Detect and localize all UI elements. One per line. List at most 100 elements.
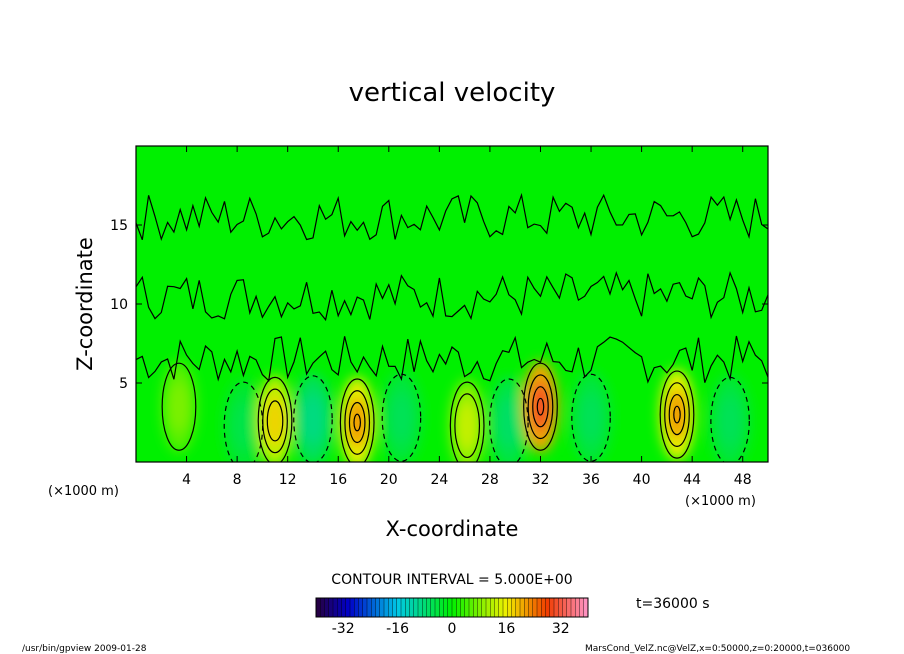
time-label: t=36000 s [636, 596, 710, 612]
colorbar-swatch-59 [566, 598, 572, 617]
colorbar-tick-label-0: 0 [448, 621, 457, 637]
colorbar-swatch-41 [490, 598, 495, 617]
colorbar-swatch-31 [447, 598, 453, 617]
x-tick-label-28: 28 [481, 472, 499, 488]
colorbar-swatch-55 [549, 598, 555, 617]
colorbar-swatch-11 [362, 598, 368, 617]
velocity-cell-core-6 [390, 392, 413, 443]
velocity-cell-core-7 [457, 400, 477, 451]
x-tick-label-32: 32 [532, 472, 550, 488]
contour-1-1 [161, 362, 197, 451]
colorbar-swatch-14 [375, 598, 381, 617]
colorbar-swatch-25 [422, 598, 427, 617]
contour-10-1 [571, 373, 611, 462]
colorbar-swatch-35 [464, 598, 470, 617]
colorbar-swatch-7 [345, 598, 351, 617]
x-tick-label-12: 12 [279, 472, 297, 488]
velocity-cell-core-5 [347, 397, 367, 448]
colorbar-swatch-0 [316, 598, 321, 617]
colorbar-swatch-58 [562, 598, 568, 617]
colorbar-swatch-63 [583, 598, 589, 617]
velocity-cell-core-3 [265, 395, 285, 447]
colorbar-swatch-2 [324, 598, 330, 617]
contour-3-1 [257, 376, 293, 462]
colorbar-swatch-47 [515, 598, 521, 617]
colorbar-swatch-23 [413, 598, 419, 617]
colorbar-swatch-13 [371, 598, 376, 617]
contour-11-3 [668, 393, 686, 436]
contour-7-2 [454, 393, 481, 459]
colorbar-swatch-28 [435, 598, 440, 617]
colorbar-swatch-40 [486, 598, 491, 617]
x-tick-label-24: 24 [430, 472, 448, 488]
contour-11-2 [664, 382, 690, 447]
contour-9-3 [532, 386, 549, 428]
chart-title: vertical velocity [349, 78, 556, 108]
velocity-cell-core-8 [497, 397, 521, 448]
colorbar-swatch-43 [498, 598, 504, 617]
colorbar-swatch-29 [439, 598, 444, 617]
x-unit-label-right: (×1000 m) [685, 494, 756, 509]
colorbar-ticks: -32 -16 0 16 32 [332, 621, 570, 637]
x-tick-label-36: 36 [582, 472, 600, 488]
colorbar-swatch-33 [456, 598, 461, 617]
x-tick-label-16: 16 [329, 472, 347, 488]
colorbar-swatch-62 [579, 598, 585, 617]
contour-5-3 [348, 401, 366, 444]
x-axis-label: X-coordinate [386, 517, 519, 541]
colorbar-swatch-45 [507, 598, 512, 617]
contour-5-1 [339, 378, 375, 462]
colorbar-swatch-61 [575, 598, 580, 617]
colorbar-swatch-6 [341, 598, 347, 617]
contour-8-1 [489, 378, 529, 462]
velocity-cell-core-9 [530, 381, 551, 432]
colorbar-swatch-9 [354, 598, 359, 617]
x-tick-label-8: 8 [233, 472, 242, 488]
colorbar-swatch-20 [401, 598, 406, 617]
colorbar-swatch-38 [477, 598, 483, 617]
x-axis: 4 8 12 16 20 24 28 32 36 40 44 48 [182, 146, 752, 488]
contour-7-1 [449, 381, 485, 462]
velocity-cell-core-10 [579, 392, 603, 443]
colorbar-swatch-49 [524, 598, 529, 617]
x-tick-label-20: 20 [380, 472, 398, 488]
colorbar-swatch-42 [494, 598, 500, 617]
x-tick-label-44: 44 [683, 472, 701, 488]
contour-lines [136, 192, 768, 462]
y-tick-label-10: 10 [110, 297, 128, 313]
colorbar-swatch-1 [320, 598, 325, 617]
x-unit-label-left: (×1000 m) [48, 484, 119, 499]
velocity-cell-core-1 [169, 381, 189, 432]
colorbar-swatch-44 [503, 598, 508, 617]
colorbar-swatch-18 [392, 598, 398, 617]
contour-5-4 [353, 413, 361, 432]
velocity-cell-core-12 [718, 395, 742, 447]
contour-9-2 [527, 374, 554, 440]
colorbar-tick-label--16: -16 [386, 621, 409, 637]
colorbar-swatch-5 [337, 598, 342, 617]
colorbar-swatch-21 [405, 598, 410, 617]
colorbar-swatch-50 [528, 598, 534, 617]
colorbar-swatch-60 [571, 598, 576, 617]
x-tick-label-40: 40 [633, 472, 651, 488]
colorbar-swatch-17 [388, 598, 393, 617]
colorbar-swatch-15 [379, 598, 385, 617]
contour-4-1 [293, 375, 333, 462]
colorbar-swatch-32 [452, 598, 457, 617]
colorbar-swatch-53 [541, 598, 546, 617]
contour-interval-label: CONTOUR INTERVAL = 5.000E+00 [331, 572, 572, 588]
colorbar-swatch-36 [469, 598, 474, 617]
y-axis-label: Z-coordinate [73, 237, 97, 371]
contour-3-3 [266, 400, 284, 442]
footer-right: MarsCond_VelZ.nc@VelZ,x=0:50000,z=0:2000… [585, 644, 850, 654]
colorbar-swatch-3 [328, 598, 334, 617]
contour-5-2 [344, 390, 371, 455]
colorbar-swatch-34 [460, 598, 466, 617]
colorbar-tick-label-16: 16 [497, 621, 515, 637]
colorbar-swatch-39 [481, 598, 487, 617]
contour-9-1 [523, 362, 558, 451]
colorbar-swatch-27 [430, 598, 436, 617]
colorbar [315, 597, 589, 618]
contour-6-1 [381, 373, 422, 462]
